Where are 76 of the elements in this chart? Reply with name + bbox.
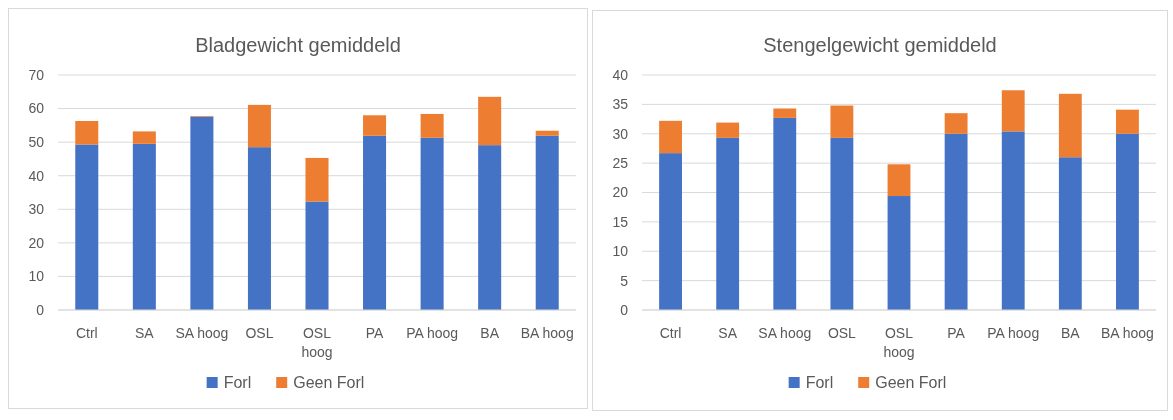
x-tick-label: SA [718, 325, 738, 341]
bar [944, 113, 968, 134]
x-tick-label: OSL [245, 325, 274, 341]
bar [773, 117, 797, 310]
bar [75, 144, 99, 310]
y-tick-label: 10 [612, 243, 629, 260]
legend-label: Forl [223, 374, 252, 391]
y-tick-label: 30 [612, 125, 629, 142]
bar [305, 157, 329, 202]
bar [420, 137, 444, 310]
y-tick-label: 10 [28, 268, 45, 285]
y-tick-label: 15 [612, 213, 629, 230]
x-tick-label: PA hoog [987, 325, 1040, 341]
x-tick-label: OSL [827, 325, 857, 341]
y-tick-label: 30 [28, 201, 45, 218]
y-tick-label: 5 [620, 272, 629, 289]
x-tick-label: BA hoog [520, 325, 574, 341]
x-tick-label: Ctrl [659, 325, 682, 341]
bar [1058, 157, 1082, 310]
x-tick-label: BA [480, 325, 500, 341]
y-tick-label: 0 [620, 301, 629, 318]
bar [716, 137, 740, 310]
bar [830, 105, 854, 138]
y-tick-label: 40 [612, 66, 629, 83]
y-tick-label: 20 [28, 234, 45, 251]
x-tick-label: OSL hoog [301, 325, 333, 360]
bar [363, 115, 387, 136]
bar [659, 120, 682, 154]
x-tick-label: PA [365, 325, 385, 341]
chart-title: Bladgewicht gemiddeld [195, 34, 401, 56]
bar [190, 116, 214, 310]
bar [830, 137, 854, 310]
bar [773, 108, 797, 118]
y-tick-label: 20 [612, 184, 629, 201]
bar [716, 122, 740, 138]
legend-label: Geen Forl [875, 374, 947, 391]
x-tick-label: SA hoog [175, 325, 229, 341]
y-tick-label: 40 [28, 167, 45, 184]
y-tick-label: 25 [612, 155, 629, 172]
x-tick-label: PA [947, 325, 966, 341]
bar [478, 96, 502, 146]
chart-title: Stengelgewicht gemiddeld [763, 34, 997, 56]
bar [659, 153, 682, 310]
y-tick-label: 35 [612, 96, 629, 113]
bar [1058, 93, 1082, 158]
bar [1001, 131, 1025, 310]
legend-label: Geen Forl [293, 374, 365, 391]
y-tick-label: 50 [28, 134, 45, 151]
bar [75, 120, 99, 145]
x-tick-label: SA hoog [758, 325, 812, 341]
bar [247, 104, 271, 148]
bar [132, 131, 156, 144]
x-tick-label: Ctrl [75, 325, 98, 341]
bar [535, 130, 559, 136]
bar [305, 201, 329, 310]
bar [887, 164, 911, 197]
bar [132, 143, 156, 310]
y-tick-label: 0 [36, 301, 45, 318]
bar [535, 135, 559, 310]
legend-label: Forl [805, 374, 834, 391]
x-tick-label: OSL hoog [883, 325, 915, 360]
x-tick-label: BA [1060, 325, 1081, 341]
bar [363, 135, 387, 310]
y-tick-label: 70 [28, 66, 45, 83]
x-tick-label: BA hoog [1100, 325, 1154, 341]
bar [1116, 109, 1139, 134]
bar [1116, 133, 1139, 310]
bar [944, 133, 968, 310]
x-tick-label: PA hoog [406, 325, 459, 341]
y-tick-label: 60 [28, 100, 45, 117]
bar [1001, 90, 1025, 132]
bar [478, 145, 502, 310]
x-tick-label: SA [134, 325, 155, 341]
bar [887, 196, 911, 310]
bar [247, 147, 271, 310]
bar [420, 113, 444, 138]
